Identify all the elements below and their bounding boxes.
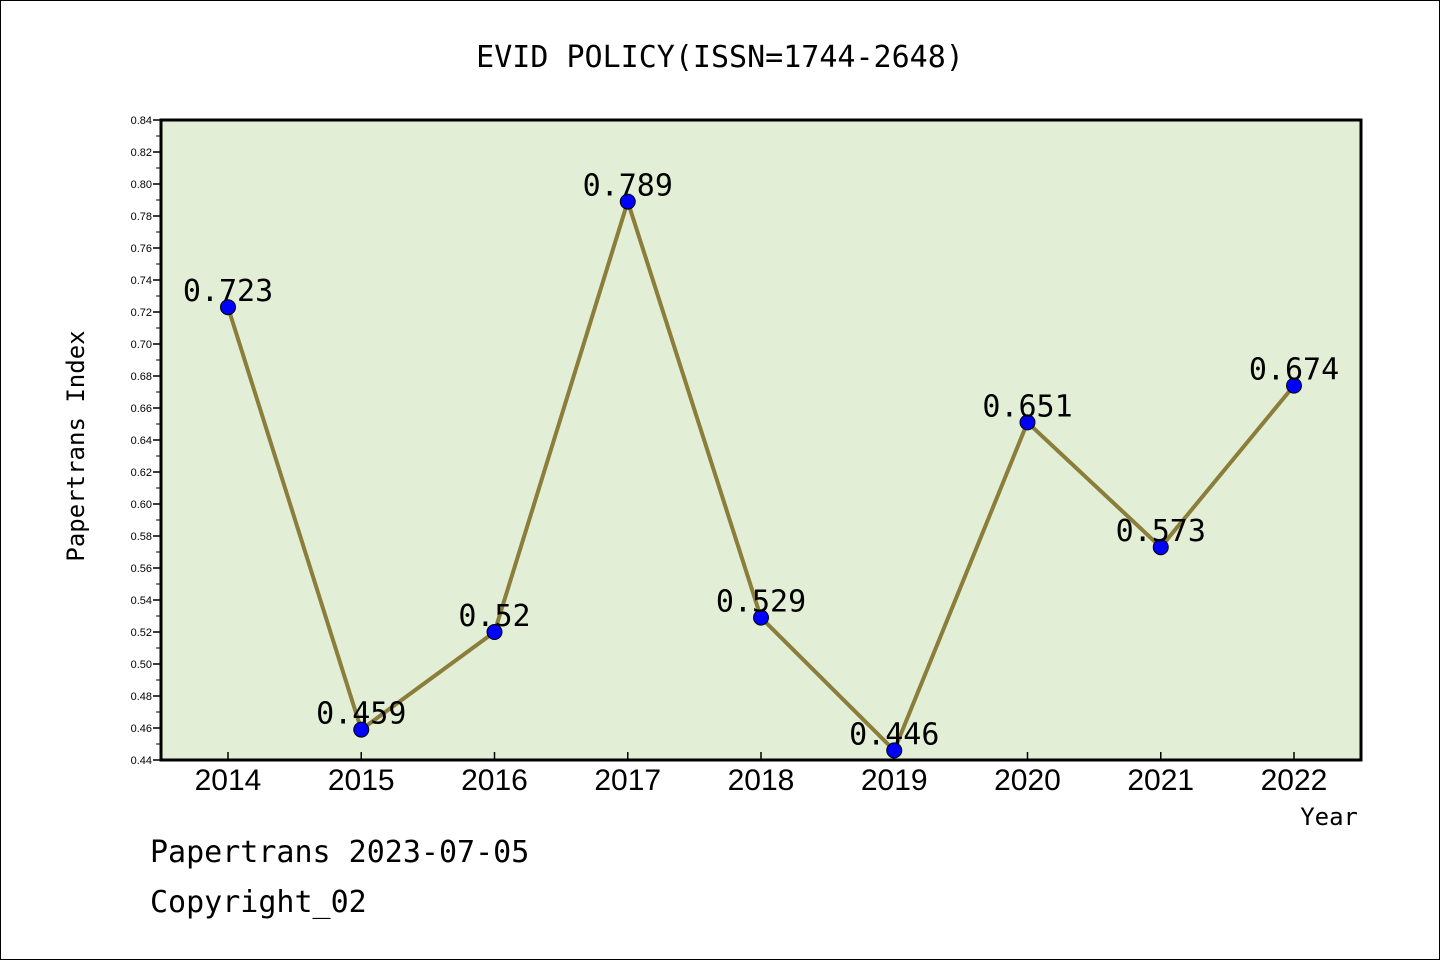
- y-tick-label: 0.54: [131, 595, 152, 607]
- data-point: [753, 609, 769, 626]
- y-tick-label: 0.72: [131, 307, 152, 319]
- plot-area: [161, 120, 1361, 760]
- x-axis-label: Year: [1300, 803, 1358, 831]
- y-tick-label: 0.82: [131, 147, 152, 159]
- chart-title: EVID POLICY(ISSN=1744-2648): [476, 40, 964, 75]
- y-tick-label: 0.48: [131, 691, 152, 703]
- x-tick-label: 2016: [461, 764, 528, 797]
- y-tick-label: 0.68: [131, 371, 152, 383]
- y-tick-label: 0.52: [131, 627, 152, 639]
- data-point: [1019, 414, 1036, 431]
- x-tick-label: 2015: [328, 764, 395, 797]
- data-label: 0.52: [458, 599, 530, 634]
- data-label: 0.529: [716, 585, 806, 620]
- data-point: [486, 624, 503, 640]
- data-label: 0.573: [1116, 514, 1206, 549]
- data-point: [220, 299, 236, 316]
- x-tick-label: 2021: [1127, 764, 1194, 797]
- data-markers: [220, 193, 1302, 759]
- y-tick-label: 0.62: [131, 467, 152, 479]
- y-tick-label: 0.84: [131, 115, 152, 127]
- data-point: [353, 721, 370, 738]
- y-tick-label: 0.74: [131, 275, 152, 287]
- y-tick-label: 0.80: [131, 179, 152, 191]
- data-label: 0.789: [583, 169, 673, 204]
- data-point: [1152, 539, 1169, 556]
- x-tick-label: 2018: [728, 764, 795, 797]
- data-label: 0.446: [849, 717, 939, 752]
- x-tick-label: 2017: [594, 764, 661, 797]
- data-label: 0.723: [183, 274, 273, 309]
- y-tick-label: 0.64: [131, 435, 152, 447]
- y-tick-label: 0.56: [131, 563, 152, 575]
- data-point: [1286, 377, 1302, 394]
- y-tick-label: 0.60: [131, 499, 152, 511]
- y-tick-label: 0.44: [131, 755, 152, 767]
- data-point: [619, 193, 636, 210]
- x-tick-label: 2014: [195, 764, 262, 797]
- x-tick-label: 2020: [994, 764, 1061, 797]
- footer-date: Papertrans 2023-07-05: [150, 835, 530, 870]
- data-label: 0.674: [1249, 353, 1339, 388]
- data-label: 0.459: [316, 697, 406, 732]
- x-axis: 2014 2015 2016 2017 2018 2019 2020 2021 2022: [195, 752, 1328, 797]
- y-axis: 0.44 0.46 0.48 0.50 0.52 0.54 0.56 0.58 0.60 0.62…: [131, 115, 161, 767]
- x-tick-label: 2019: [861, 764, 928, 797]
- y-tick-label: 0.76: [131, 243, 152, 255]
- footer-copyright: Copyright_02: [150, 885, 367, 920]
- y-tick-label: 0.50: [131, 659, 152, 671]
- y-tick-label: 0.46: [131, 723, 152, 735]
- y-tick-label: 0.70: [131, 339, 152, 351]
- data-label: 0.651: [982, 389, 1072, 424]
- y-tick-label: 0.58: [131, 531, 152, 543]
- y-tick-label: 0.66: [131, 403, 152, 415]
- y-tick-label: 0.78: [131, 211, 152, 223]
- data-point: [886, 742, 903, 759]
- data-labels: 0.723 0.459 0.52 0.789 0.529 0.446 0.651 0.573 0…: [183, 169, 1339, 753]
- y-axis-label: Papertrans Index: [62, 330, 90, 561]
- x-tick-label: 2022: [1261, 764, 1328, 797]
- plot-border: [159, 118, 1363, 762]
